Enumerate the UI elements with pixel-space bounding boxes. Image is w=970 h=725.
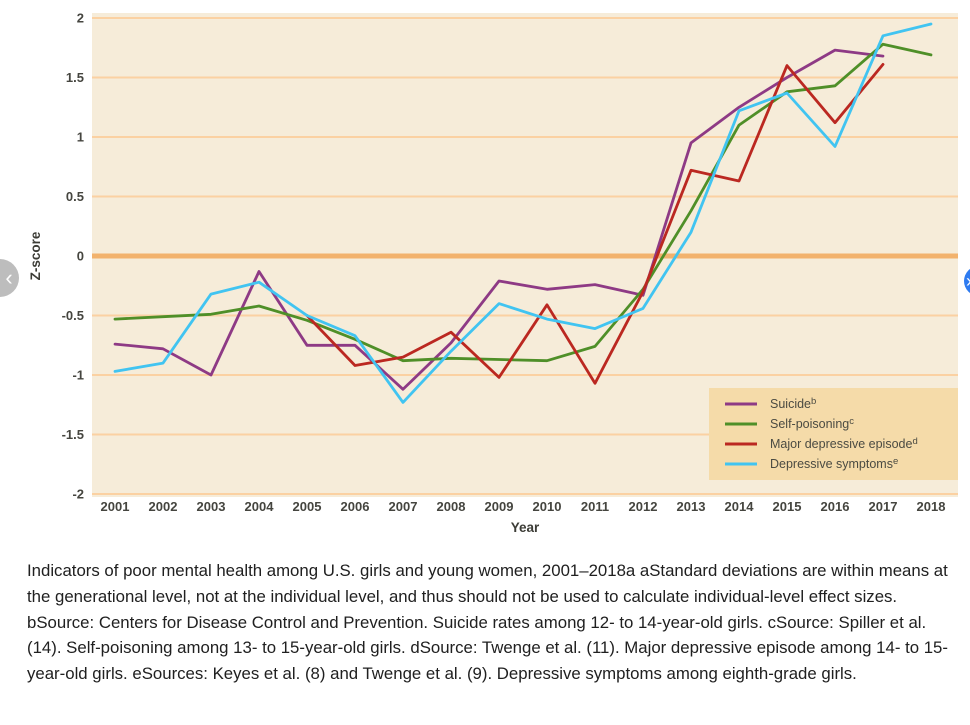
x-axis-tick-labels: 2001 2002 2003 2004 2005 2006 2007 2008 2009 2010…: [101, 499, 946, 514]
series-line-major-depressive-episode: [305, 63, 885, 385]
legend: Suicideb Self-poisoningc Major depressive …: [709, 388, 958, 480]
x-tick-label: 2004: [245, 499, 275, 514]
y-tick-label: -1.5: [62, 427, 84, 442]
x-tick-label: 2011: [581, 499, 609, 514]
x-tick-label: 2008: [437, 499, 466, 514]
x-tick-label: 2013: [677, 499, 706, 514]
y-tick-label: 0.5: [66, 189, 84, 204]
y-tick-label: 1: [77, 130, 84, 145]
x-tick-label: 2014: [725, 499, 755, 514]
x-axis-title: Year: [511, 520, 540, 535]
carousel-prev-button[interactable]: ‹: [0, 259, 19, 297]
y-tick-label: -2: [72, 487, 84, 502]
y-tick-label: 1.5: [66, 70, 84, 85]
y-tick-label: 0: [77, 249, 84, 264]
x-tick-label: 2010: [533, 499, 562, 514]
x-tick-label: 2016: [821, 499, 850, 514]
legend-label: Major depressive episoded: [770, 436, 918, 451]
figure-caption: Indicators of poor mental health among U…: [27, 561, 948, 684]
series-line-depressive-symptoms: [113, 22, 933, 404]
legend-label: Self-poisoningc: [770, 416, 854, 431]
y-axis-title: Z-score: [28, 231, 43, 280]
x-tick-label: 2002: [149, 499, 178, 514]
x-tick-label: 2017: [869, 499, 898, 514]
series-line-suicide: [113, 48, 885, 391]
x-tick-label: 2006: [341, 499, 370, 514]
x-tick-label: 2005: [293, 499, 322, 514]
chevron-left-icon: ‹: [5, 265, 13, 290]
series-line-self-poisoning: [113, 42, 933, 363]
x-tick-label: 2009: [485, 499, 514, 514]
x-tick-label: 2007: [389, 499, 418, 514]
legend-item: Self-poisoningc: [725, 416, 854, 431]
y-axis-tick-labels: 2 1.5 1 0.5 0 -0.5 -1 -1.5 -2: [62, 11, 84, 502]
legend-label: Depressive symptomse: [770, 456, 898, 471]
x-tick-label: 2003: [197, 499, 226, 514]
carousel-next-button[interactable]: ›: [964, 266, 970, 296]
legend-item: Depressive symptomse: [725, 456, 898, 471]
x-tick-label: 2015: [773, 499, 802, 514]
mental-health-chart: 2 1.5 1 0.5 0 -0.5 -1 -1.5 -2 2001 2002 2003 2004 200…: [0, 11, 970, 535]
y-tick-label: -0.5: [62, 308, 84, 323]
gridlines: [92, 17, 958, 495]
y-tick-label: 2: [77, 11, 84, 26]
legend-item: Suicideb: [725, 396, 816, 411]
x-tick-label: 2001: [101, 499, 130, 514]
legend-item: Major depressive episoded: [725, 436, 918, 451]
x-tick-label: 2018: [917, 499, 946, 514]
chevron-right-icon: ›: [966, 272, 970, 290]
y-tick-label: -1: [72, 368, 84, 383]
x-tick-label: 2012: [629, 499, 658, 514]
legend-label: Suicideb: [770, 396, 816, 411]
